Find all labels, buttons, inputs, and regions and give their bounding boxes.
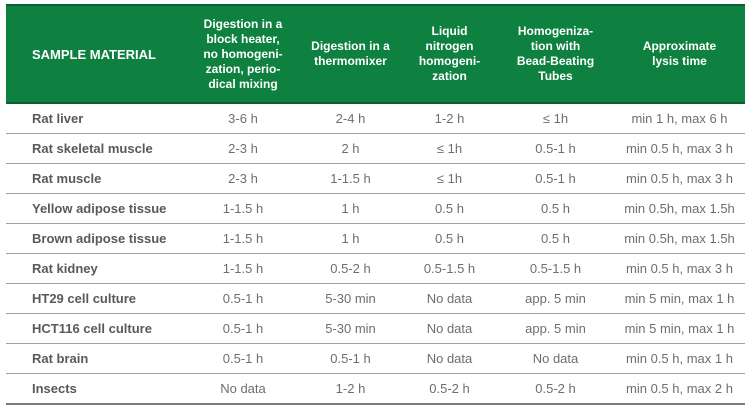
bead-beating-cell: 0.5-2 h: [497, 373, 614, 405]
sample-material-cell: Rat muscle: [6, 163, 187, 194]
sample-material-cell: Insects: [6, 373, 187, 405]
block-heater-cell: 1-1.5 h: [187, 223, 299, 254]
table-header: SAMPLE MATERIAL Digestion in a block hea…: [6, 4, 745, 104]
lysis-time-cell: min 0.5 h, max 3 h: [614, 163, 745, 194]
thermomixer-cell: 2-4 h: [299, 103, 402, 134]
table-row: Rat kidney 1-1.5 h 0.5-2 h 0.5-1.5 h 0.5…: [6, 253, 745, 284]
liquid-nitrogen-cell: No data: [402, 283, 497, 314]
lysis-time-cell: min 0.5h, max 1.5h: [614, 223, 745, 254]
liquid-nitrogen-cell: 1-2 h: [402, 103, 497, 134]
thermomixer-cell: 2 h: [299, 133, 402, 164]
block-heater-cell: 2-3 h: [187, 133, 299, 164]
liquid-nitrogen-cell: 0.5 h: [402, 223, 497, 254]
header-sample-material: SAMPLE MATERIAL: [6, 4, 187, 104]
table-row: Rat liver 3-6 h 2-4 h 1-2 h ≤ 1h min 1 h…: [6, 103, 745, 134]
table-row: Yellow adipose tissue 1-1.5 h 1 h 0.5 h …: [6, 193, 745, 224]
table-row: HCT116 cell culture 0.5-1 h 5-30 min No …: [6, 313, 745, 344]
lysis-time-cell: min 0.5 h, max 1 h: [614, 343, 745, 374]
thermomixer-cell: 5-30 min: [299, 313, 402, 344]
bead-beating-cell: ≤ 1h: [497, 103, 614, 134]
liquid-nitrogen-cell: No data: [402, 313, 497, 344]
liquid-nitrogen-cell: ≤ 1h: [402, 133, 497, 164]
sample-material-cell: HCT116 cell culture: [6, 313, 187, 344]
sample-material-cell: Rat brain: [6, 343, 187, 374]
lysis-time-cell: min 0.5 h, max 3 h: [614, 133, 745, 164]
thermomixer-cell: 1 h: [299, 223, 402, 254]
block-heater-cell: 0.5-1 h: [187, 283, 299, 314]
block-heater-cell: 1-1.5 h: [187, 253, 299, 284]
liquid-nitrogen-cell: ≤ 1h: [402, 163, 497, 194]
bead-beating-cell: No data: [497, 343, 614, 374]
sample-material-cell: Brown adipose tissue: [6, 223, 187, 254]
liquid-nitrogen-cell: 0.5-2 h: [402, 373, 497, 405]
header-lysis-time: Approximate lysis time: [614, 4, 745, 104]
lysis-time-cell: min 1 h, max 6 h: [614, 103, 745, 134]
lysis-time-cell: min 5 min, max 1 h: [614, 313, 745, 344]
thermomixer-cell: 1 h: [299, 193, 402, 224]
table-row: Rat skeletal muscle 2-3 h 2 h ≤ 1h 0.5-1…: [6, 133, 745, 164]
bead-beating-cell: 0.5-1.5 h: [497, 253, 614, 284]
block-heater-cell: 1-1.5 h: [187, 193, 299, 224]
table-row: Insects No data 1-2 h 0.5-2 h 0.5-2 h mi…: [6, 373, 745, 405]
thermomixer-cell: 0.5-2 h: [299, 253, 402, 284]
liquid-nitrogen-cell: 0.5 h: [402, 193, 497, 224]
bead-beating-cell: app. 5 min: [497, 313, 614, 344]
header-block-heater: Digestion in a block heater, no homogeni…: [187, 4, 299, 104]
table-row: HT29 cell culture 0.5-1 h 5-30 min No da…: [6, 283, 745, 314]
lysis-time-cell: min 0.5h, max 1.5h: [614, 193, 745, 224]
block-heater-cell: 3-6 h: [187, 103, 299, 134]
bead-beating-cell: 0.5 h: [497, 223, 614, 254]
sample-material-cell: Rat liver: [6, 103, 187, 134]
block-heater-cell: 0.5-1 h: [187, 313, 299, 344]
block-heater-cell: 0.5-1 h: [187, 343, 299, 374]
table-row: Brown adipose tissue 1-1.5 h 1 h 0.5 h 0…: [6, 223, 745, 254]
liquid-nitrogen-cell: 0.5-1.5 h: [402, 253, 497, 284]
header-liquid-nitrogen: Liquid nitrogen homogeni- zation: [402, 4, 497, 104]
lysis-time-cell: min 5 min, max 1 h: [614, 283, 745, 314]
lysis-time-table: SAMPLE MATERIAL Digestion in a block hea…: [6, 4, 745, 405]
lysis-time-cell: min 0.5 h, max 2 h: [614, 373, 745, 405]
table-body: Rat liver 3-6 h 2-4 h 1-2 h ≤ 1h min 1 h…: [6, 103, 745, 405]
bead-beating-cell: 0.5-1 h: [497, 133, 614, 164]
thermomixer-cell: 1-2 h: [299, 373, 402, 405]
bead-beating-cell: 0.5-1 h: [497, 163, 614, 194]
header-row: SAMPLE MATERIAL Digestion in a block hea…: [6, 4, 745, 104]
liquid-nitrogen-cell: No data: [402, 343, 497, 374]
thermomixer-cell: 1-1.5 h: [299, 163, 402, 194]
sample-material-cell: HT29 cell culture: [6, 283, 187, 314]
sample-material-cell: Rat skeletal muscle: [6, 133, 187, 164]
lysis-time-cell: min 0.5 h, max 3 h: [614, 253, 745, 284]
sample-material-cell: Rat kidney: [6, 253, 187, 284]
bead-beating-cell: 0.5 h: [497, 193, 614, 224]
block-heater-cell: No data: [187, 373, 299, 405]
thermomixer-cell: 0.5-1 h: [299, 343, 402, 374]
header-bead-beating: Homogeniza- tion with Bead-Beating Tubes: [497, 4, 614, 104]
table-row: Rat muscle 2-3 h 1-1.5 h ≤ 1h 0.5-1 h mi…: [6, 163, 745, 194]
thermomixer-cell: 5-30 min: [299, 283, 402, 314]
table-row: Rat brain 0.5-1 h 0.5-1 h No data No dat…: [6, 343, 745, 374]
bead-beating-cell: app. 5 min: [497, 283, 614, 314]
block-heater-cell: 2-3 h: [187, 163, 299, 194]
header-thermomixer: Digestion in a thermomixer: [299, 4, 402, 104]
sample-material-cell: Yellow adipose tissue: [6, 193, 187, 224]
